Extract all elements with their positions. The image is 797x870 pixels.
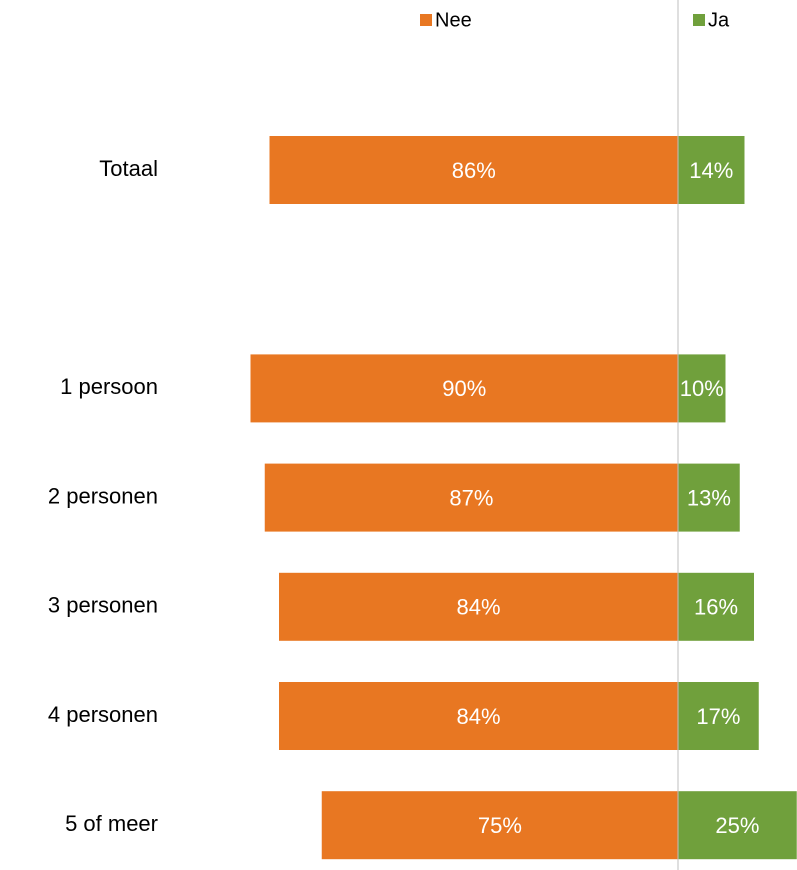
legend-swatch [693, 14, 705, 26]
bar [269, 136, 678, 204]
value-label: 84% [456, 595, 500, 620]
category-label: 3 personen [48, 593, 158, 618]
value-label: 86% [452, 158, 496, 183]
bar [279, 682, 678, 750]
value-label: 14% [689, 158, 733, 183]
bar [321, 791, 678, 860]
value-label: 13% [687, 485, 731, 510]
value-label: 75% [478, 813, 522, 838]
bar [678, 572, 754, 641]
category-label: 1 persoon [60, 374, 158, 399]
bar [678, 136, 745, 204]
legend-label: Ja [708, 9, 730, 31]
bar [678, 354, 726, 423]
value-label: 25% [715, 813, 759, 838]
bar [678, 463, 740, 532]
category-label: 4 personen [48, 702, 158, 727]
category-label: 5 of meer [65, 811, 158, 836]
value-label: 10% [680, 376, 724, 401]
category-label: 2 personen [48, 483, 158, 508]
bar [678, 682, 759, 750]
legend-swatch [420, 14, 432, 26]
value-label: 17% [696, 704, 740, 729]
category-label: Totaal [99, 156, 158, 181]
bar [678, 791, 797, 860]
bar [250, 354, 678, 423]
value-label: 90% [442, 376, 486, 401]
bar [264, 463, 678, 532]
value-label: 87% [449, 485, 493, 510]
value-label: 84% [456, 704, 500, 729]
legend-label: Nee [435, 9, 472, 31]
bar [279, 572, 678, 641]
value-label: 16% [694, 595, 738, 620]
